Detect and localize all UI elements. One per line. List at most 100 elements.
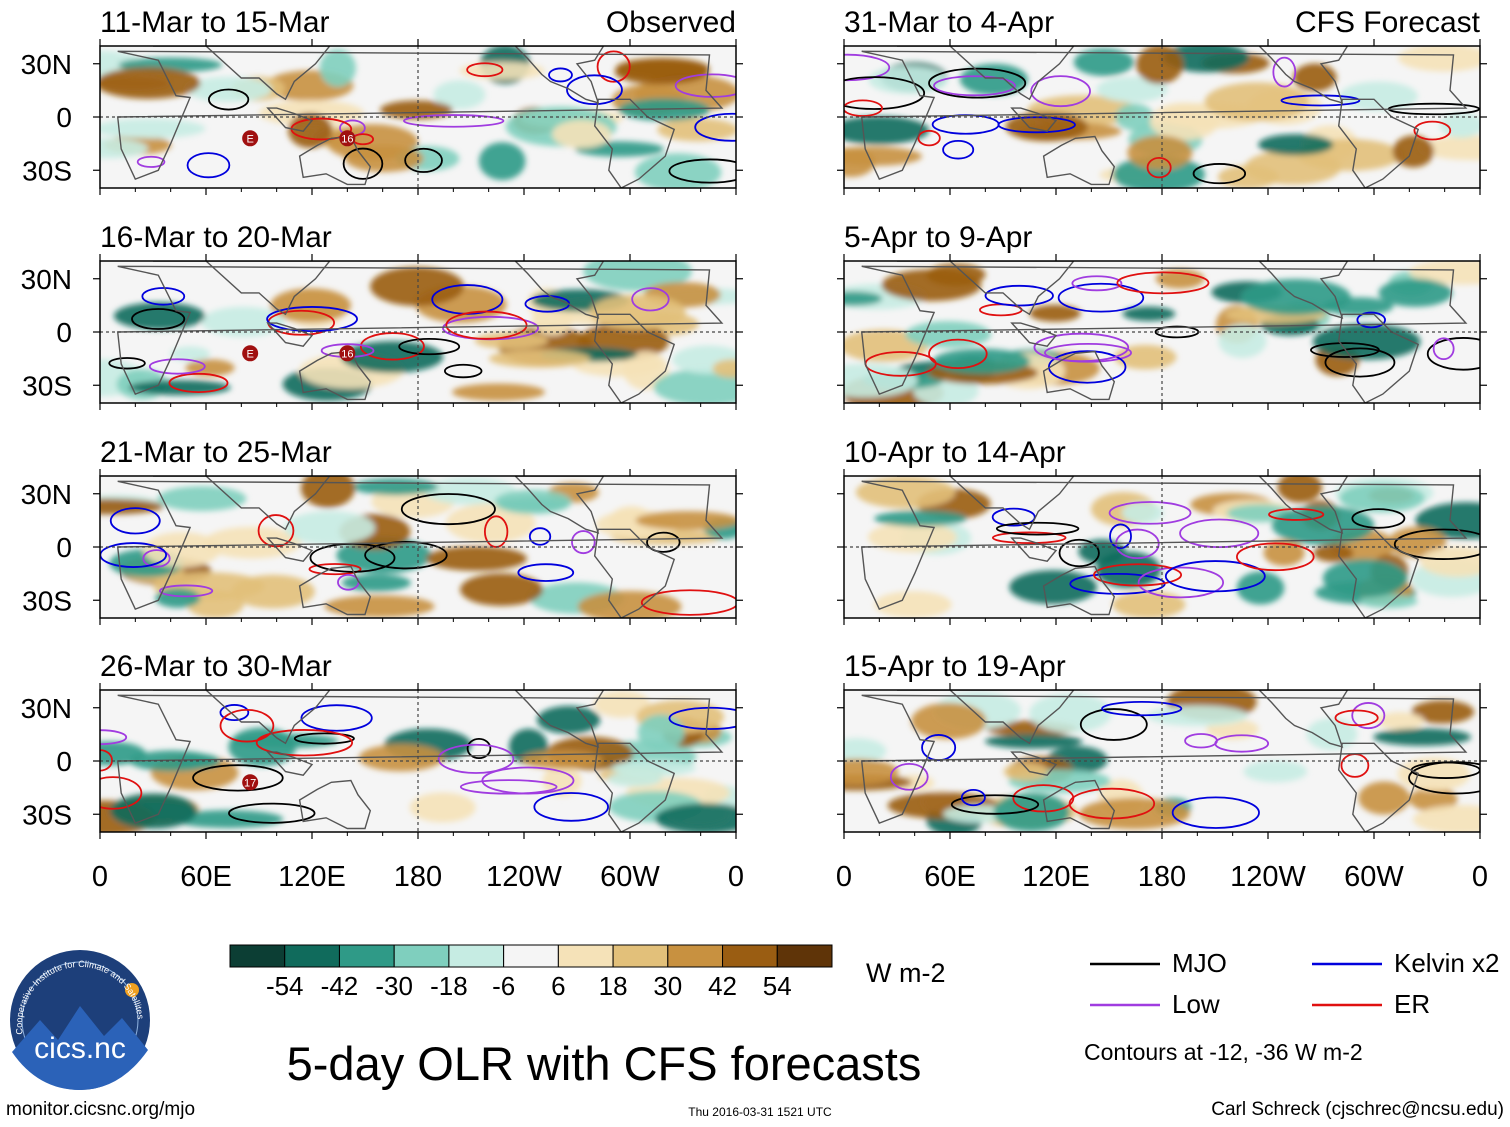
contour-kelvin bbox=[1057, 282, 1145, 313]
contour-kelvin bbox=[1164, 560, 1266, 593]
olr-anomaly-patch bbox=[959, 63, 1028, 96]
olr-anomaly-patch bbox=[409, 792, 476, 823]
column-header-forecast: CFS Forecast bbox=[1295, 6, 1481, 39]
olr-anomaly-patch bbox=[844, 291, 883, 306]
olr-anomaly-patch bbox=[1073, 48, 1134, 77]
continent-outline-4 bbox=[266, 537, 314, 562]
map-panel-8: 15-Apr to 19-Apr bbox=[837, 650, 1487, 839]
olr-anomaly-patch bbox=[1003, 762, 1048, 781]
contour-er bbox=[991, 531, 1067, 544]
olr-anomaly-patch bbox=[844, 758, 899, 785]
contour-mjo bbox=[1324, 347, 1396, 378]
olr-anomaly-patch bbox=[1411, 700, 1475, 724]
olr-anomaly-patch bbox=[433, 80, 486, 110]
olr-anomaly-patch bbox=[344, 144, 424, 173]
contour-er bbox=[917, 129, 941, 147]
contour-legend: MJO Kelvin x2 Low ER bbox=[1090, 948, 1500, 1019]
panel-period-label: 16-Mar to 20-Mar bbox=[100, 221, 332, 254]
olr-anomaly-patch bbox=[1147, 705, 1248, 726]
olr-anomaly-patch bbox=[100, 138, 149, 159]
contour-kelvin bbox=[694, 112, 736, 142]
coastlines bbox=[116, 690, 724, 832]
continent-outline-6 bbox=[593, 98, 676, 188]
contour-mjo bbox=[928, 67, 1027, 99]
colorbar-swatch bbox=[776, 944, 833, 968]
legend-label: Kelvin x2 bbox=[1394, 948, 1500, 978]
olr-anomaly-patch bbox=[324, 595, 435, 618]
continent-outline-1 bbox=[116, 50, 724, 180]
olr-anomaly-patch bbox=[868, 65, 948, 94]
olr-anomaly-patch bbox=[1243, 760, 1308, 783]
contour-low bbox=[159, 584, 214, 598]
panel-period-label: 11-Mar to 15-Mar bbox=[100, 6, 330, 39]
olr-anomaly-patch bbox=[228, 727, 297, 767]
storm-label: 16 bbox=[341, 348, 353, 360]
x-tick-label: 120E bbox=[1022, 861, 1090, 893]
contour-mjo bbox=[1351, 508, 1406, 529]
contour-mjo bbox=[995, 521, 1080, 536]
olr-anomaly-patch bbox=[635, 511, 736, 530]
olr-anomaly-patch bbox=[1412, 804, 1480, 832]
contour-er bbox=[1146, 156, 1172, 179]
contour-er bbox=[928, 338, 988, 369]
olr-anomaly-field bbox=[844, 261, 1480, 403]
storm-marker bbox=[339, 345, 356, 362]
olr-anomaly-patch bbox=[370, 266, 464, 307]
olr-anomaly-patch bbox=[488, 349, 591, 368]
contour-low bbox=[1071, 275, 1123, 292]
x-tick-label: 0 bbox=[1472, 861, 1488, 893]
continent-outline-6 bbox=[593, 742, 676, 832]
contour-mjo bbox=[192, 764, 284, 792]
continent-outline-3 bbox=[1042, 350, 1116, 401]
olr-anomaly-patch bbox=[451, 383, 546, 401]
y-tick-label: 0 bbox=[56, 317, 72, 348]
contour-kelvin bbox=[1280, 94, 1361, 107]
olr-anomaly-patch bbox=[494, 489, 572, 515]
contour-kelvin bbox=[1048, 350, 1127, 384]
contour-low bbox=[1137, 566, 1225, 599]
olr-anomaly-patch bbox=[1029, 693, 1112, 733]
continent-outline-5 bbox=[1258, 690, 1349, 748]
contour-note: Contours at -12, -36 W m-2 bbox=[1084, 1039, 1363, 1065]
colorbar-swatch bbox=[503, 944, 559, 968]
contour-er bbox=[445, 310, 528, 340]
olr-anomaly-patch bbox=[623, 351, 669, 390]
column-header-observed: Observed bbox=[606, 6, 736, 39]
contour-low bbox=[631, 287, 670, 312]
olr-anomaly-patch bbox=[426, 546, 527, 571]
olr-anomaly-patch bbox=[655, 803, 736, 832]
olr-anomaly-patch bbox=[1358, 781, 1410, 815]
olr-anomaly-patch bbox=[100, 67, 201, 99]
colorbar-tick-label: -6 bbox=[492, 971, 515, 1001]
contour-mjo bbox=[1058, 538, 1100, 568]
panel-period-label: 5-Apr to 9-Apr bbox=[844, 221, 1032, 254]
colorbar-tick-label: -54 bbox=[266, 971, 304, 1001]
contour-low bbox=[1108, 501, 1192, 525]
colorbar-tick-label: -42 bbox=[321, 971, 359, 1001]
y-tick-label: 30S bbox=[22, 799, 72, 830]
contour-low bbox=[889, 762, 929, 791]
y-tick-label: 0 bbox=[56, 746, 72, 777]
contour-mjo bbox=[1192, 163, 1247, 185]
storm-marker bbox=[339, 130, 356, 147]
olr-anomaly-patch bbox=[1419, 135, 1480, 161]
olr-anomaly-patch bbox=[1420, 546, 1480, 577]
continent-outline-1 bbox=[860, 50, 1468, 180]
y-tick-label: 30S bbox=[22, 155, 72, 186]
x-tick-label: 120W bbox=[486, 861, 562, 893]
contour-low bbox=[481, 766, 575, 795]
contour-kelvin bbox=[219, 704, 250, 722]
olr-anomaly-patch bbox=[1322, 559, 1408, 598]
olr-anomaly-patch bbox=[1009, 570, 1098, 605]
olr-anomaly-patch bbox=[157, 486, 247, 512]
continent-outline-3 bbox=[1042, 779, 1116, 830]
olr-anomaly-patch bbox=[536, 705, 601, 734]
olr-anomaly-patch bbox=[1306, 718, 1358, 751]
contour-mjo bbox=[398, 337, 461, 356]
continent-outline-3 bbox=[1042, 135, 1116, 186]
olr-anomaly-patch bbox=[358, 744, 444, 772]
contour-er bbox=[1413, 120, 1452, 141]
olr-anomaly-patch bbox=[1293, 63, 1337, 92]
continent-outline-2 bbox=[153, 46, 331, 101]
